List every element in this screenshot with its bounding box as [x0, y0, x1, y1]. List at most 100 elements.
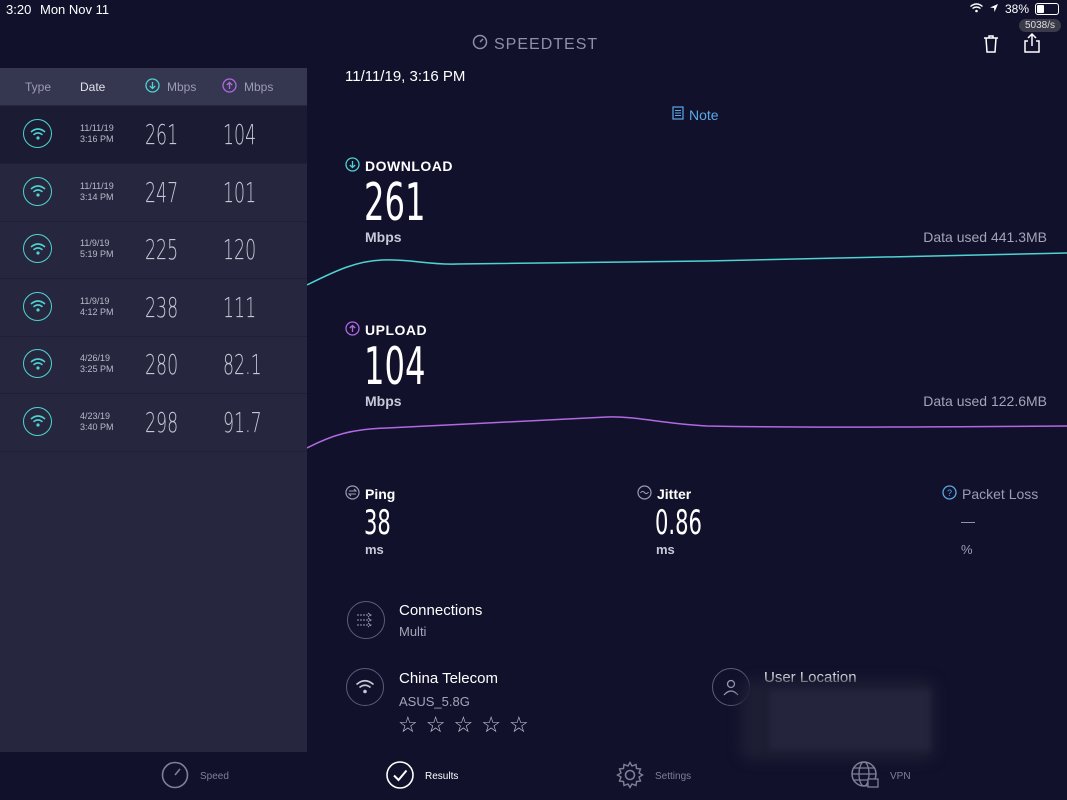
- status-time: 3:20: [6, 2, 32, 17]
- row-date: 4/26/19: [80, 353, 111, 363]
- upload-unit: Mbps: [365, 393, 402, 409]
- history-header: [0, 68, 307, 105]
- nav-results-label: Results: [425, 771, 459, 782]
- row-upload: 104: [223, 118, 257, 151]
- upload-data-used: Data used 122.6MB: [923, 393, 1047, 409]
- packet-loss-label-text: Packet Loss: [962, 486, 1039, 502]
- row-date: 11/11/19: [80, 180, 114, 191]
- row-download: 225: [145, 233, 179, 266]
- row-download: 298: [145, 405, 179, 439]
- checkmark-circle-icon: [385, 760, 415, 793]
- globe-lock-icon: [850, 760, 880, 793]
- row-datetime: 4/23/19 3:40 PM: [80, 411, 114, 433]
- row-datetime: 11/9/19 4:12 PM: [80, 296, 114, 318]
- nav-results[interactable]: Results: [385, 760, 458, 793]
- share-icon[interactable]: [1022, 32, 1042, 59]
- ping-label: Ping: [345, 485, 395, 503]
- header-date[interactable]: Date: [80, 80, 106, 94]
- nav-settings[interactable]: Settings: [615, 760, 691, 793]
- row-datetime: 11/9/19 5:19 PM: [80, 238, 114, 260]
- speedometer-icon: [160, 760, 190, 793]
- row-upload: 111: [223, 290, 257, 324]
- star-icon[interactable]: ☆: [508, 712, 529, 737]
- packet-loss-unit: %: [961, 542, 973, 557]
- history-row[interactable]: 11/11/19 3:16 PM 261 104: [0, 106, 307, 164]
- history-row[interactable]: 4/23/19 3:40 PM 298 91.7: [0, 394, 307, 452]
- row-download: 261: [145, 118, 179, 151]
- nav-vpn[interactable]: VPN: [850, 760, 911, 793]
- jitter-label-text: Jitter: [657, 486, 692, 502]
- packet-loss-label[interactable]: ? Packet Loss: [942, 485, 1038, 503]
- ping-label-text: Ping: [365, 486, 396, 502]
- history-panel: [0, 68, 307, 752]
- location-arrow-icon: [989, 2, 999, 16]
- provider-network: ASUS_5.8G: [399, 694, 470, 709]
- svg-text:?: ?: [947, 488, 952, 498]
- upload-speed-graph: [307, 416, 1067, 449]
- redacted-location-block-inner: [770, 690, 930, 750]
- row-date: 11/11/19: [80, 123, 114, 133]
- jitter-unit: ms: [656, 542, 675, 557]
- note-label: Note: [689, 106, 719, 123]
- connections-title: Connections: [399, 602, 483, 619]
- header-upload[interactable]: Mbps: [222, 78, 273, 96]
- row-time: 3:40 PM: [80, 421, 114, 432]
- star-icon[interactable]: ☆: [453, 712, 474, 737]
- header-download[interactable]: Mbps: [145, 78, 196, 96]
- status-date: Mon Nov 11: [40, 2, 110, 17]
- download-arrow-icon: [145, 78, 160, 96]
- wifi-icon: [23, 349, 52, 378]
- download-data-used: Data used 441.3MB: [923, 229, 1047, 245]
- row-datetime: 4/26/19 3:25 PM: [80, 353, 114, 375]
- wifi-icon: [23, 119, 52, 148]
- jitter-icon: [637, 485, 652, 503]
- row-time: 3:16 PM: [80, 134, 114, 144]
- download-label: DOWNLOAD: [365, 158, 453, 174]
- upload-section-label: UPLOAD: [345, 321, 427, 339]
- battery-percent: 38%: [1004, 2, 1029, 16]
- row-download: 280: [145, 348, 179, 381]
- wifi-status-icon: [970, 2, 983, 16]
- header-download-label: Mbps: [167, 80, 197, 94]
- nav-speed[interactable]: Speed: [160, 760, 229, 793]
- star-icon[interactable]: ☆: [481, 712, 501, 737]
- app-title-text: SPEEDTEST: [494, 35, 599, 53]
- star-icon[interactable]: ☆: [398, 712, 418, 737]
- row-download: 247: [145, 175, 179, 209]
- battery-icon: [1035, 3, 1059, 15]
- star-icon[interactable]: ☆: [425, 712, 446, 737]
- provider-name: China Telecom: [399, 670, 498, 687]
- wifi-icon: [23, 176, 52, 206]
- header-type[interactable]: Type: [25, 80, 52, 94]
- row-time: 3:14 PM: [80, 191, 114, 202]
- header-upload-label: Mbps: [244, 80, 274, 94]
- note-button[interactable]: Note: [672, 106, 719, 123]
- note-icon: [672, 106, 684, 123]
- download-section-label: DOWNLOAD: [345, 157, 453, 175]
- speedometer-logo-icon: [472, 34, 488, 55]
- packet-loss-value: —: [961, 513, 975, 529]
- provider-wifi-icon: [346, 668, 384, 706]
- row-download: 238: [145, 290, 179, 324]
- history-row[interactable]: 11/11/19 3:14 PM 247 101: [0, 164, 307, 222]
- row-date: 11/9/19: [80, 295, 110, 306]
- trash-icon[interactable]: [981, 34, 1001, 59]
- nav-speed-label: Speed: [200, 771, 229, 782]
- ping-icon: [345, 485, 360, 503]
- download-speed-graph: [307, 252, 1067, 286]
- ping-value: 38: [364, 503, 391, 543]
- row-datetime: 11/11/19 3:16 PM: [80, 123, 114, 145]
- help-icon: ?: [942, 485, 957, 503]
- row-upload: 91.7: [223, 405, 262, 439]
- connections-icon: [347, 601, 385, 639]
- wifi-icon: [23, 406, 52, 436]
- history-row[interactable]: 4/26/19 3:25 PM 280 82.1: [0, 336, 307, 394]
- jitter-label: Jitter: [637, 485, 691, 503]
- history-row[interactable]: 11/9/19 5:19 PM 225 120: [0, 221, 307, 279]
- row-date: 11/9/19: [80, 238, 110, 248]
- history-row[interactable]: 11/9/19 4:12 PM 238 111: [0, 279, 307, 337]
- rating-stars[interactable]: ☆ ☆ ☆ ☆ ☆: [398, 712, 529, 738]
- status-indicators: 38%: [970, 2, 1059, 16]
- download-unit: Mbps: [365, 229, 402, 245]
- row-upload: 101: [223, 175, 257, 209]
